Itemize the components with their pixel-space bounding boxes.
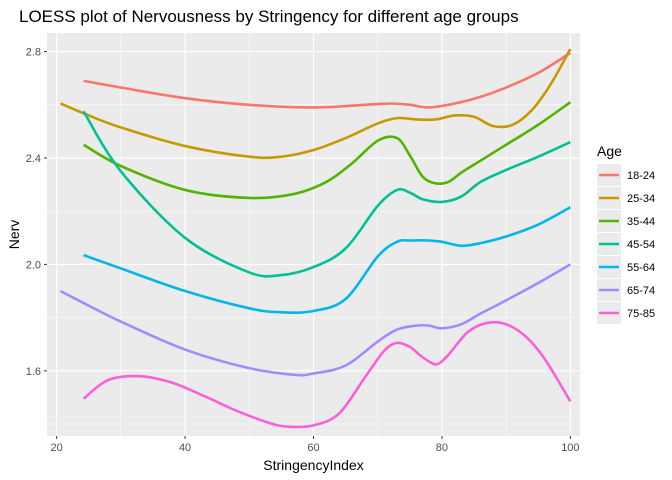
series-line-75-85 xyxy=(82,320,572,429)
legend-label: 55-64 xyxy=(627,262,655,274)
series-lines xyxy=(59,48,572,429)
legend: Age 18-24 25-34 35-44 45-54 55-64 65-74 75-85 xyxy=(597,143,655,324)
series-line-25-34 xyxy=(59,48,572,160)
y-axis-ticks: 1.6 2.0 2.4 2.8 xyxy=(26,47,47,378)
series-line-45-54 xyxy=(82,110,571,278)
series-line-35-44 xyxy=(82,101,572,200)
legend-item-55-64: 55-64 xyxy=(597,256,655,278)
series-line-18-24 xyxy=(83,51,572,109)
series-line-65-74 xyxy=(59,263,572,377)
chart-title: LOESS plot of Nervousness by Stringency … xyxy=(19,7,519,26)
legend-item-18-24: 18-24 xyxy=(597,164,655,186)
legend-label: 45-54 xyxy=(627,239,655,251)
legend-label: 18-24 xyxy=(627,170,655,182)
x-tick-label: 20 xyxy=(51,442,63,454)
y-tick-label: 1.6 xyxy=(26,366,41,378)
legend-item-75-85: 75-85 xyxy=(597,302,655,324)
legend-title: Age xyxy=(597,143,622,159)
legend-items: 18-24 25-34 35-44 45-54 55-64 65-74 75-85 xyxy=(597,164,655,324)
legend-label: 75-85 xyxy=(627,308,655,320)
x-tick-label: 80 xyxy=(436,442,448,454)
x-axis-title: StringencyIndex xyxy=(263,457,363,473)
x-tick-label: 100 xyxy=(561,442,579,454)
major-gridlines xyxy=(47,33,580,436)
y-tick-label: 2.4 xyxy=(26,153,41,165)
legend-item-45-54: 45-54 xyxy=(597,233,655,255)
y-axis-title: Nerv xyxy=(6,220,22,250)
series-line-55-64 xyxy=(83,206,571,314)
legend-item-65-74: 65-74 xyxy=(597,279,655,301)
legend-item-25-34: 25-34 xyxy=(597,187,655,209)
legend-label: 25-34 xyxy=(627,193,655,205)
legend-label: 65-74 xyxy=(627,285,655,297)
x-tick-label: 60 xyxy=(307,442,319,454)
x-axis-ticks: 20 40 60 80 100 xyxy=(51,436,580,454)
y-tick-label: 2.8 xyxy=(26,47,41,59)
x-tick-label: 40 xyxy=(179,442,191,454)
legend-label: 35-44 xyxy=(627,216,655,228)
legend-item-35-44: 35-44 xyxy=(597,210,655,232)
y-tick-label: 2.0 xyxy=(26,259,41,271)
